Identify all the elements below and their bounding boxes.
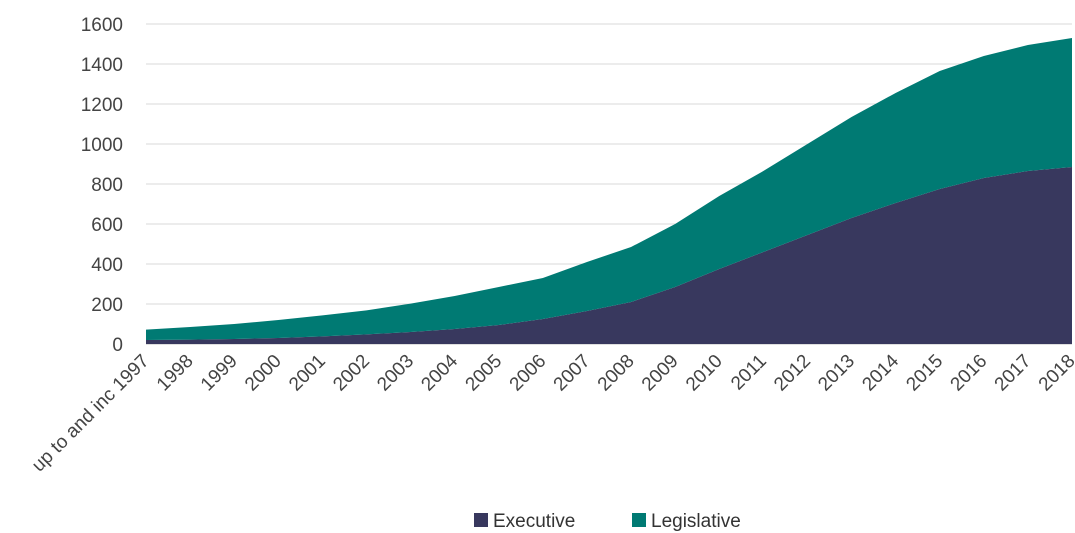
- x-tick-label: 1998: [153, 351, 198, 396]
- legend-label-executive: Executive: [493, 511, 575, 532]
- y-tick-label: 600: [91, 215, 123, 236]
- x-tick-label: 2011: [727, 351, 771, 395]
- y-tick-label: 1000: [81, 135, 123, 156]
- y-tick-label: 400: [91, 255, 123, 276]
- x-tick-label: 2007: [550, 351, 595, 396]
- x-tick-label: 2010: [682, 351, 727, 396]
- legend-swatch-executive: [474, 513, 488, 527]
- x-tick-label: 2015: [903, 351, 948, 396]
- area-series-executive: [146, 167, 1072, 344]
- x-tick-label: 2003: [373, 351, 418, 396]
- y-tick-label: 1600: [81, 15, 123, 36]
- x-tick-label: 2012: [770, 351, 815, 396]
- x-tick-label: 2001: [285, 351, 330, 396]
- x-tick-label: 2002: [329, 351, 374, 396]
- x-tick-label: 2006: [506, 351, 551, 396]
- x-tick-label: 2018: [1035, 351, 1075, 396]
- x-tick-label: up to and inc 1997: [28, 351, 153, 476]
- x-tick-label: 2013: [814, 351, 859, 396]
- y-tick-label: 800: [91, 175, 123, 196]
- y-tick-label: 200: [91, 295, 123, 316]
- y-tick-label: 0: [112, 335, 123, 356]
- x-tick-label: 1999: [197, 351, 242, 396]
- plot-area: [146, 38, 1072, 344]
- x-tick-label: 2000: [241, 351, 286, 396]
- area-series-legislative: [146, 38, 1072, 340]
- x-tick-label: 2014: [858, 350, 903, 395]
- legend-swatch-legislative: [632, 513, 646, 527]
- y-tick-label: 1400: [81, 55, 123, 76]
- legend: Executive Legislative: [474, 511, 741, 532]
- legend-label-legislative: Legislative: [651, 511, 741, 532]
- x-tick-label: 2017: [991, 351, 1036, 396]
- x-tick-label: 2008: [594, 351, 639, 396]
- y-axis: 0 200 400 600 800 1000 1200 1400 1600: [81, 15, 123, 356]
- x-axis: up to and inc 1997 1998 1999 2000 2001 2002 20…: [28, 350, 1075, 476]
- x-tick-label: 2005: [462, 351, 507, 396]
- x-tick-label: 2009: [638, 351, 683, 396]
- x-tick-label: 2016: [947, 351, 992, 396]
- y-tick-label: 1200: [81, 95, 123, 116]
- x-tick-label: 2004: [417, 350, 462, 395]
